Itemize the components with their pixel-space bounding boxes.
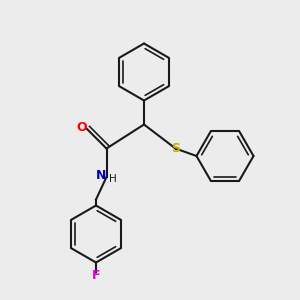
- Text: H: H: [109, 173, 117, 184]
- Text: O: O: [76, 121, 87, 134]
- Text: N: N: [96, 169, 106, 182]
- Text: F: F: [92, 268, 100, 282]
- Text: S: S: [171, 142, 180, 155]
